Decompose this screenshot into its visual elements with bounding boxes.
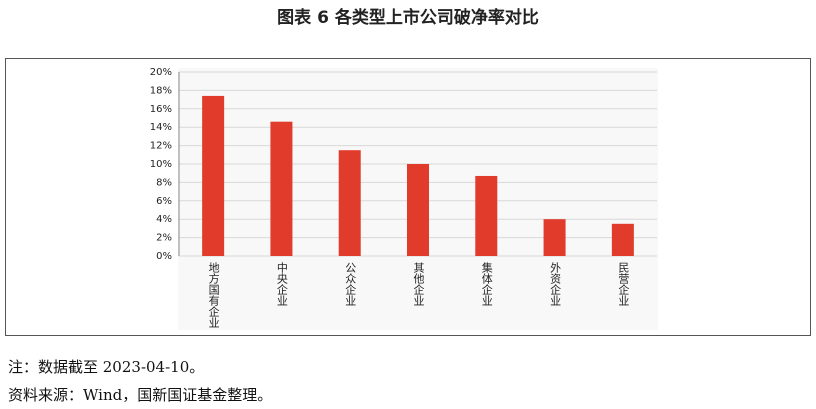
x-tick-label: 地方国有企业 (207, 262, 220, 328)
x-tick-label: 外资企业 (549, 262, 562, 306)
y-tick-label: 10% (150, 159, 172, 170)
bar (543, 219, 566, 256)
y-tick-label: 16% (150, 104, 172, 115)
y-tick-label: 6% (156, 196, 172, 207)
bar (338, 150, 361, 256)
note: 注：数据截至 2023-04-10。 (8, 358, 204, 376)
x-tick-label: 集体企业 (480, 261, 493, 306)
bar (407, 164, 429, 256)
y-tick-label: 20% (150, 67, 172, 78)
y-tick-label: 4% (156, 214, 172, 225)
bar (475, 175, 498, 256)
y-tick-label: 2% (156, 233, 172, 244)
y-tick-label: 14% (150, 122, 172, 133)
y-tick-label: 8% (156, 177, 172, 188)
bar (611, 223, 634, 256)
y-tick-label: 12% (150, 141, 172, 152)
y-tick-label: 18% (150, 85, 172, 96)
chart-frame (5, 58, 811, 336)
x-tick-label: 公众企业 (344, 262, 357, 306)
x-tick-label: 中央企业 (275, 262, 288, 306)
bar (270, 121, 293, 257)
x-tick-label: 民营企业 (617, 262, 630, 306)
x-tick-label: 其他企业 (412, 262, 425, 306)
source: 资料来源：Wind，国新国证基金整理。 (8, 386, 272, 404)
bar (202, 95, 225, 256)
chart-title: 图表 6 各类型上市公司破净率对比 (277, 7, 539, 28)
y-tick-label: 0% (156, 251, 172, 262)
